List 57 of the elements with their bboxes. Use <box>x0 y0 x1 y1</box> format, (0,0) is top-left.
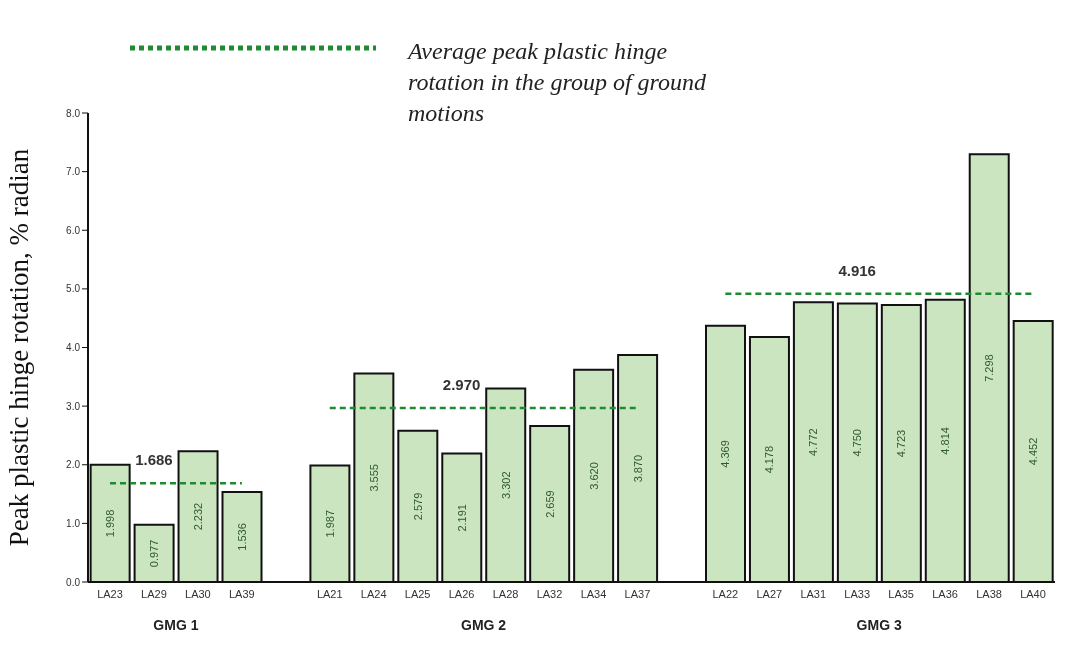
data-label: 2.970 <box>442 375 481 393</box>
data-label: 4.750 <box>851 429 864 457</box>
x-tick-label: LA30 <box>185 587 211 600</box>
y-tick-label: 3.0 <box>66 400 81 412</box>
x-tick-label: LA33 <box>844 587 871 600</box>
data-label: 2.232 <box>192 502 205 531</box>
data-label: 4.772 <box>807 428 820 456</box>
data-label: 4.369 <box>719 440 732 468</box>
y-axis-title: Peak plastic hinge rotation, % radian <box>3 148 34 547</box>
y-tick-label: 5.0 <box>66 283 81 295</box>
x-tick-label: LA22 <box>712 587 739 600</box>
data-label: 3.620 <box>587 462 600 490</box>
data-label: 2.659 <box>543 490 556 518</box>
x-tick-label: LA23 <box>97 587 123 600</box>
data-label: 3.870 <box>631 454 644 483</box>
x-tick-label: LA36 <box>932 587 958 600</box>
data-label: 2.191 <box>455 504 468 532</box>
x-tick-label: LA38 <box>976 587 1002 600</box>
data-label: 2.579 <box>411 492 424 521</box>
data-label: 4.723 <box>895 429 908 458</box>
y-tick-label: 7.0 <box>66 166 81 178</box>
y-tick-label: 8.0 <box>66 107 81 119</box>
x-tick-label: LA27 <box>756 587 783 600</box>
y-tick-label: 0.0 <box>66 576 81 588</box>
y-tick-label: 1.0 <box>66 517 81 529</box>
y-tick-label: 2.0 <box>66 459 81 471</box>
x-tick-label: LA35 <box>888 587 915 600</box>
text: GMG 2 <box>460 617 508 633</box>
data-label: 3.555 <box>367 464 380 492</box>
data-label: 0.977 <box>148 539 161 568</box>
text: GMG 3 <box>855 617 903 633</box>
x-tick-label: LA26 <box>448 587 475 600</box>
data-label: 4.178 <box>763 445 776 474</box>
x-tick-label: LA25 <box>404 587 431 600</box>
data-label: 7.298 <box>983 354 996 382</box>
data-label: 1.998 <box>104 509 117 538</box>
data-label: 1.686 <box>135 451 173 469</box>
x-tick-label: LA40 <box>1020 587 1046 600</box>
x-tick-label: LA37 <box>624 587 651 600</box>
y-tick-label: 6.0 <box>66 224 81 236</box>
x-tick-label: LA28 <box>492 587 519 600</box>
x-tick-label: LA32 <box>536 587 563 600</box>
x-tick-label: LA29 <box>141 587 167 600</box>
data-label: 3.302 <box>499 471 512 499</box>
y-tick-label: 4.0 <box>66 342 81 354</box>
x-tick-label: LA39 <box>228 587 255 600</box>
data-label: 4.452 <box>1027 437 1040 466</box>
x-tick-label: LA24 <box>360 587 387 600</box>
data-label: 4.916 <box>838 261 876 279</box>
text: Average peak plastic hinge rotation in the group of ground motions <box>408 37 707 128</box>
x-tick-label: LA31 <box>800 587 827 600</box>
x-tick-label: LA34 <box>580 587 607 600</box>
x-tick-label: LA21 <box>316 587 343 600</box>
text: GMG 1 <box>152 617 200 633</box>
data-label: 1.536 <box>236 523 248 551</box>
data-label: 4.814 <box>939 427 952 455</box>
data-label: 1.987 <box>323 509 336 538</box>
